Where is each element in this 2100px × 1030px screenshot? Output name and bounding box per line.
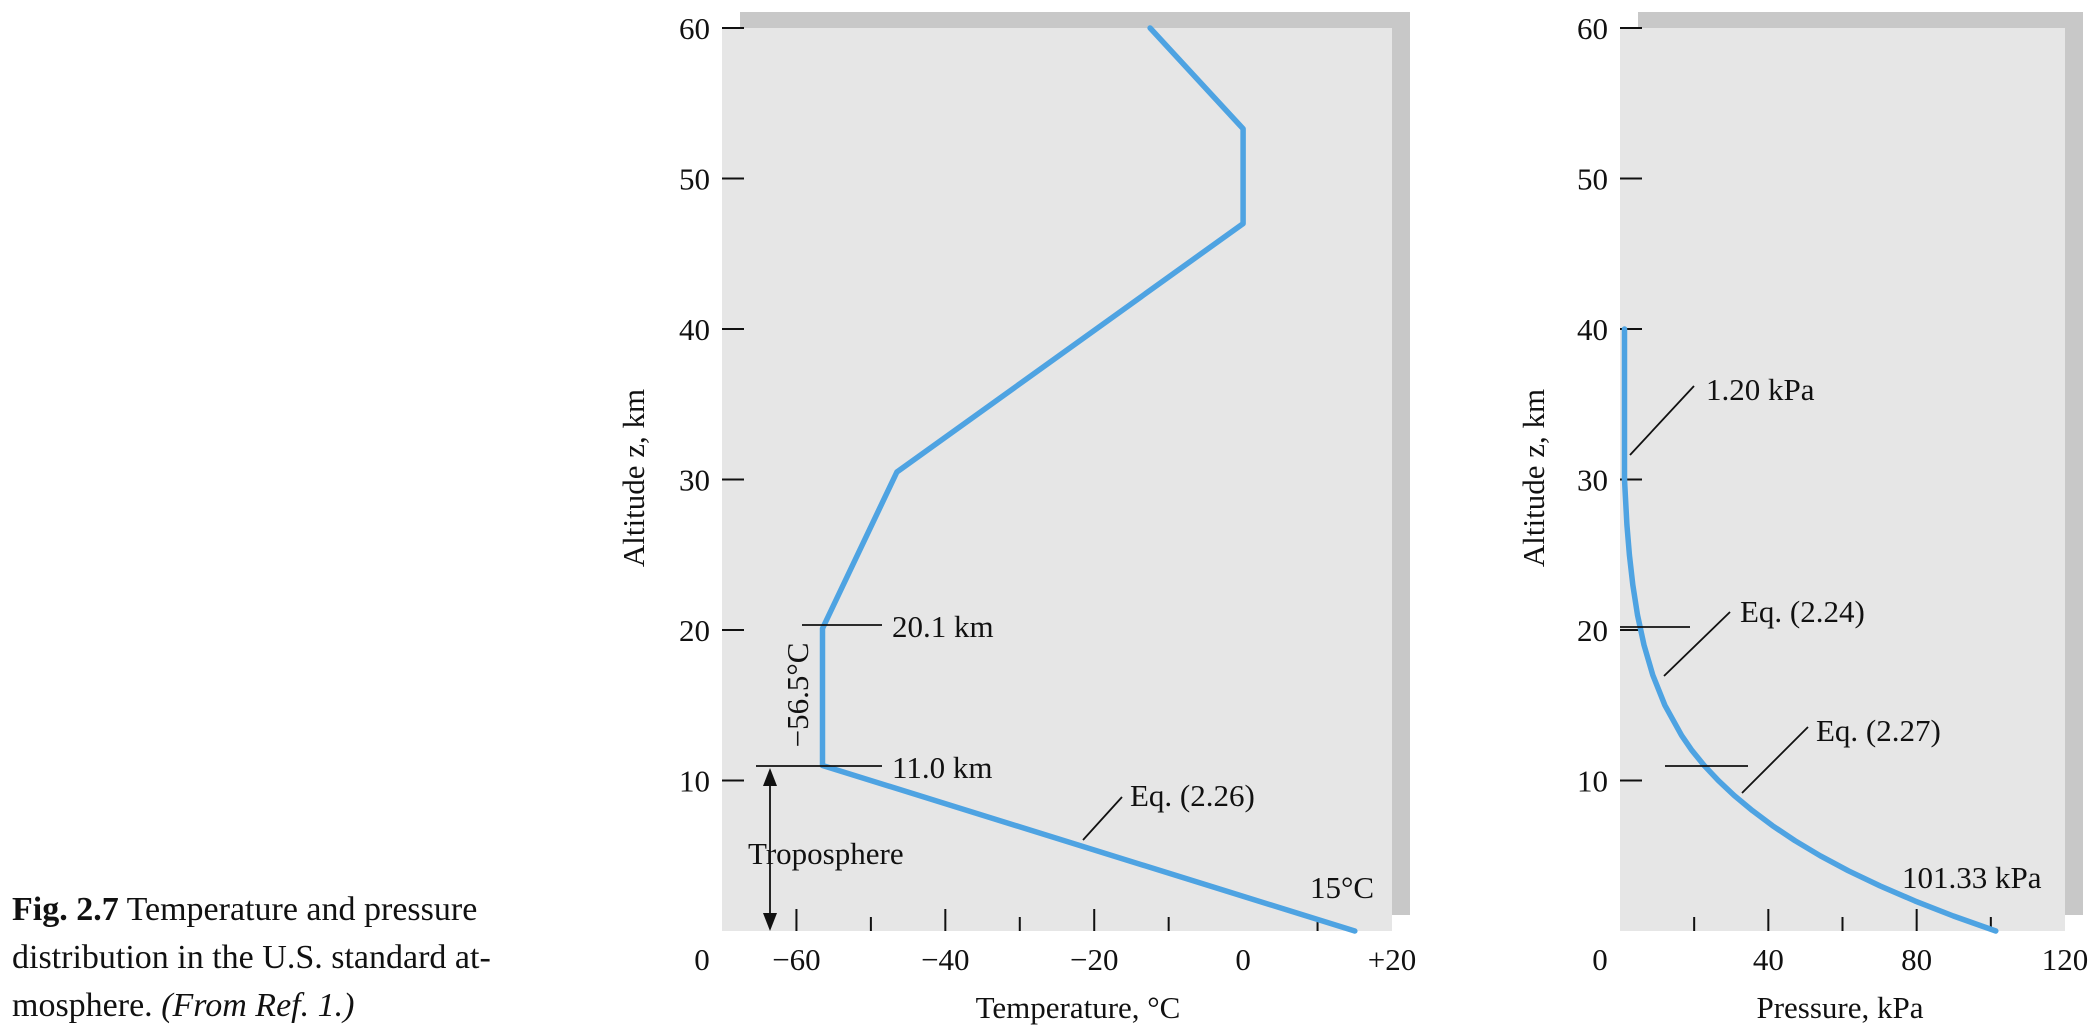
y-tick-label: 60 (679, 11, 710, 46)
alt-11-label: 11.0 km (892, 750, 992, 785)
y-tick-label: 40 (679, 312, 710, 347)
caption-text: Temperature and pressure distribution in… (12, 891, 491, 1024)
surface-temp-label: 15°C (1310, 870, 1374, 905)
y-tick-label: 40 (1577, 312, 1608, 347)
eq-227-leader (1741, 726, 1809, 794)
troposphere-label: Troposphere (748, 836, 904, 871)
x-tick-label: 40 (1753, 942, 1784, 977)
pressure-y-ticks: 10 20 30 40 50 60 (1577, 11, 1642, 799)
y-tick-label: 50 (679, 162, 710, 197)
x-tick-label: −60 (772, 942, 820, 977)
y-tick-label: 60 (1577, 11, 1608, 46)
figure-caption: Fig. 2.7 Temperature and pressure distri… (12, 886, 572, 1030)
eq-226-leader (1082, 796, 1123, 841)
pressure-origin-label: 0 (1592, 942, 1608, 977)
temperature-y-ticks: 10 20 30 40 50 60 (679, 11, 744, 799)
figure-number: Fig. 2.7 (12, 891, 119, 928)
temperature-y-axis-title: Altitude z, km (616, 389, 651, 567)
y-tick-label: 20 (679, 613, 710, 648)
pressure-x-axis-title: Pressure, kPa (1756, 990, 1923, 1025)
troposphere-arrow-down (763, 913, 777, 931)
eq-226-label: Eq. (2.26) (1130, 778, 1255, 813)
y-tick-label: 50 (1577, 162, 1608, 197)
y-tick-label: 30 (1577, 463, 1608, 498)
eq-224-leader (1663, 611, 1731, 677)
eq-227-label: Eq. (2.27) (1816, 713, 1941, 748)
p-top-leader (1629, 385, 1695, 456)
pressure-chart: 10 20 30 40 50 60 40 80 120 0 Pressure, kPa Alt… (1516, 11, 2088, 1025)
pressure-y-axis-title: Altitude z, km (1516, 389, 1551, 567)
x-tick-label: +20 (1368, 942, 1416, 977)
pressure-panel (1620, 28, 2065, 931)
temperature-x-axis-title: Temperature, °C (976, 990, 1181, 1025)
y-tick-label: 10 (679, 764, 710, 799)
x-tick-label: −20 (1070, 942, 1118, 977)
y-tick-label: 30 (679, 463, 710, 498)
p-surface-label: 101.33 kPa (1902, 860, 2042, 895)
x-tick-label: −40 (921, 942, 969, 977)
alt-20-label: 20.1 km (892, 609, 994, 644)
min-temp-label: −56.5°C (780, 643, 815, 748)
y-tick-label: 20 (1577, 613, 1608, 648)
y-tick-label: 10 (1577, 764, 1608, 799)
pressure-x-ticks: 40 80 120 (1693, 909, 2089, 977)
temperature-panel (722, 28, 1392, 931)
x-tick-label: 80 (1901, 942, 1932, 977)
temperature-origin-label: 0 (694, 942, 710, 977)
x-tick-label: 120 (2042, 942, 2089, 977)
caption-reference: (From Ref. 1.) (161, 987, 355, 1024)
x-tick-label: 0 (1235, 942, 1251, 977)
troposphere-arrow-up (763, 768, 777, 786)
p-top-label: 1.20 kPa (1706, 372, 1815, 407)
temperature-x-ticks: −60 −40 −20 0 +20 (772, 909, 1416, 977)
eq-224-label: Eq. (2.24) (1740, 594, 1865, 629)
temperature-chart: 10 20 30 40 50 60 −60 −40 −20 0 +20 0 Temperature… (616, 11, 1416, 1025)
